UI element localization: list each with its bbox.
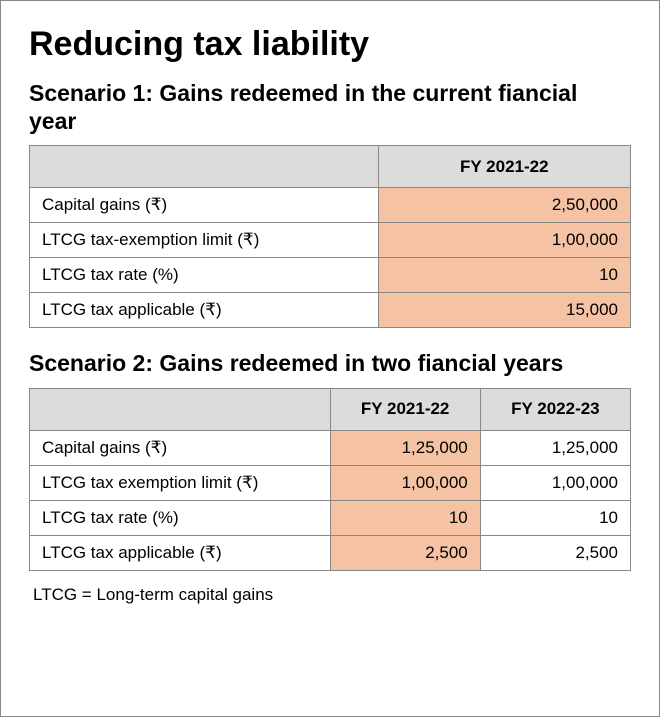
row-label: Capital gains (₹) bbox=[30, 430, 331, 465]
row-label: Capital gains (₹) bbox=[30, 188, 379, 223]
page-container: Reducing tax liability Scenario 1: Gains… bbox=[0, 0, 660, 717]
row-label: LTCG tax-exemption limit (₹) bbox=[30, 223, 379, 258]
scenario1-heading: Scenario 1: Gains redeemed in the curren… bbox=[29, 80, 631, 135]
table-row: LTCG tax rate (%) 10 10 bbox=[30, 500, 631, 535]
table-header-row: FY 2021-22 FY 2022-23 bbox=[30, 388, 631, 430]
footnote: LTCG = Long-term capital gains bbox=[29, 581, 631, 605]
header-blank bbox=[30, 388, 331, 430]
table-row: LTCG tax exemption limit (₹) 1,00,000 1,… bbox=[30, 465, 631, 500]
row-label: LTCG tax rate (%) bbox=[30, 258, 379, 293]
row-value-fy1: 1,00,000 bbox=[330, 465, 480, 500]
header-fy1: FY 2021-22 bbox=[330, 388, 480, 430]
row-value-fy2: 1,25,000 bbox=[480, 430, 630, 465]
row-label: LTCG tax applicable (₹) bbox=[30, 293, 379, 328]
row-value-fy2: 1,00,000 bbox=[480, 465, 630, 500]
table-row: Capital gains (₹) 1,25,000 1,25,000 bbox=[30, 430, 631, 465]
header-fy1: FY 2021-22 bbox=[378, 146, 630, 188]
row-value-fy1: 10 bbox=[330, 500, 480, 535]
row-value-fy1: 1,00,000 bbox=[378, 223, 630, 258]
scenario2-heading: Scenario 2: Gains redeemed in two fianci… bbox=[29, 350, 631, 378]
table-row: LTCG tax applicable (₹) 15,000 bbox=[30, 293, 631, 328]
row-label: LTCG tax applicable (₹) bbox=[30, 535, 331, 570]
row-value-fy1: 15,000 bbox=[378, 293, 630, 328]
row-label: LTCG tax exemption limit (₹) bbox=[30, 465, 331, 500]
row-value-fy1: 1,25,000 bbox=[330, 430, 480, 465]
row-value-fy2: 2,500 bbox=[480, 535, 630, 570]
row-label: LTCG tax rate (%) bbox=[30, 500, 331, 535]
row-value-fy1: 2,500 bbox=[330, 535, 480, 570]
table-row: LTCG tax applicable (₹) 2,500 2,500 bbox=[30, 535, 631, 570]
row-value-fy1: 2,50,000 bbox=[378, 188, 630, 223]
header-fy2: FY 2022-23 bbox=[480, 388, 630, 430]
table-row: LTCG tax-exemption limit (₹) 1,00,000 bbox=[30, 223, 631, 258]
scenario2-table: FY 2021-22 FY 2022-23 Capital gains (₹) … bbox=[29, 388, 631, 571]
main-title: Reducing tax liability bbox=[29, 25, 631, 64]
table-header-row: FY 2021-22 bbox=[30, 146, 631, 188]
header-blank bbox=[30, 146, 379, 188]
table-row: LTCG tax rate (%) 10 bbox=[30, 258, 631, 293]
row-value-fy2: 10 bbox=[480, 500, 630, 535]
scenario1-table: FY 2021-22 Capital gains (₹) 2,50,000 LT… bbox=[29, 145, 631, 328]
table-row: Capital gains (₹) 2,50,000 bbox=[30, 188, 631, 223]
row-value-fy1: 10 bbox=[378, 258, 630, 293]
